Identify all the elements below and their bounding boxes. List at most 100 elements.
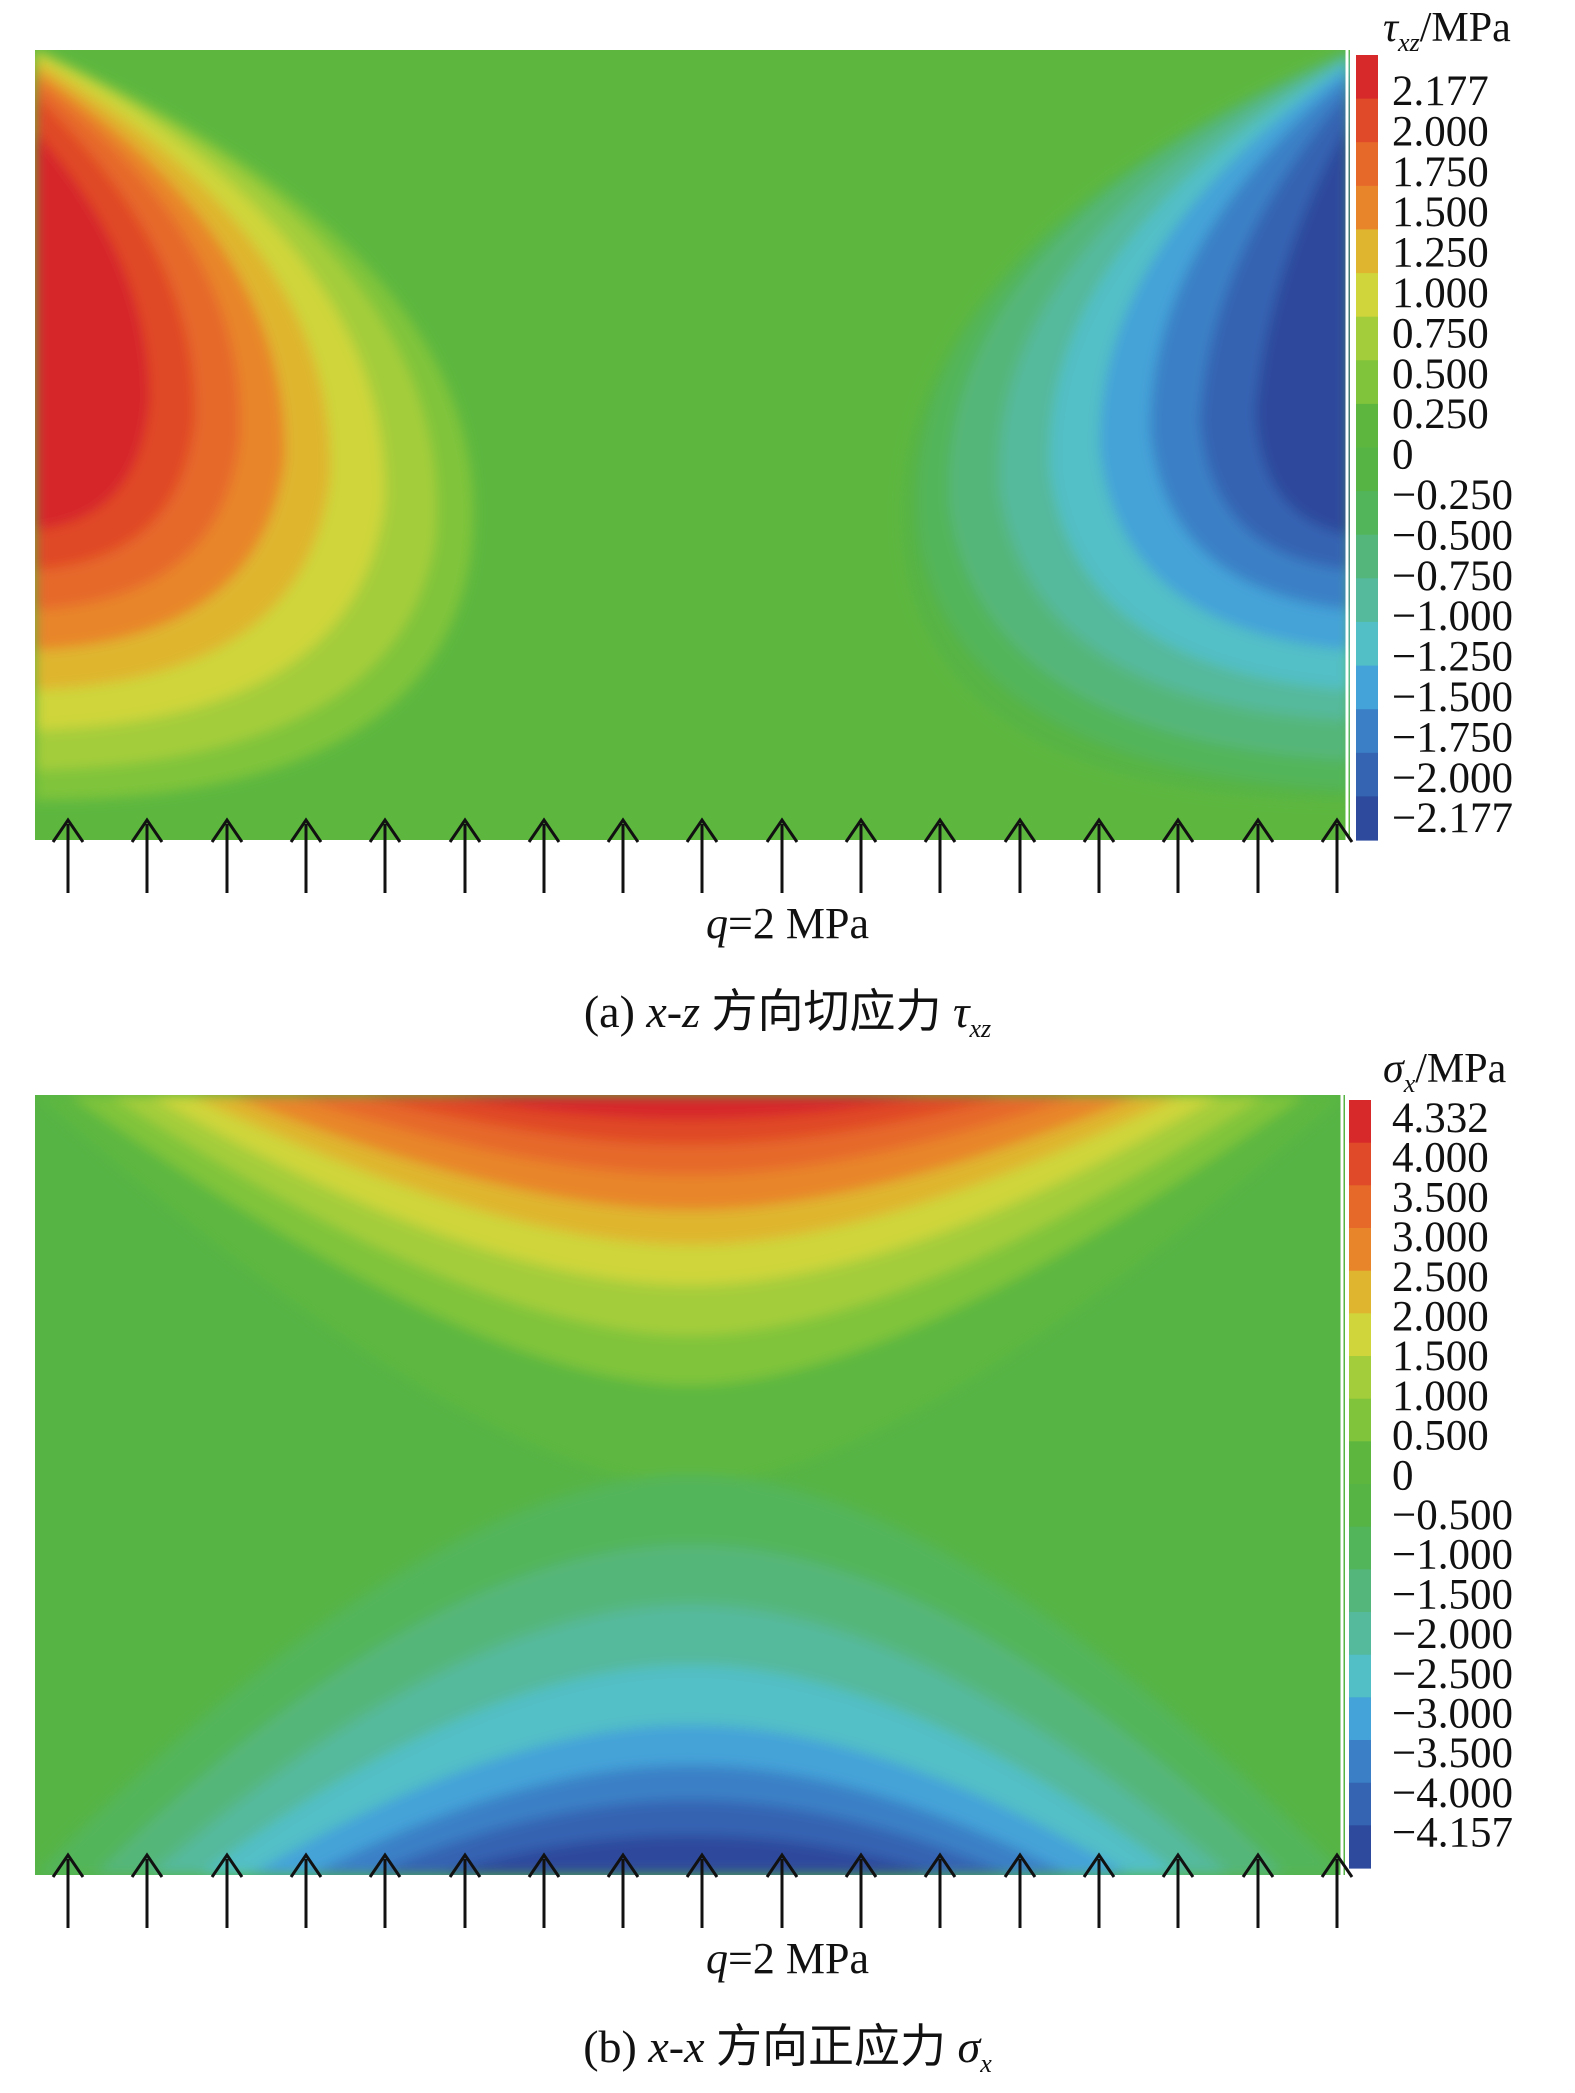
load-arrow xyxy=(1161,817,1195,893)
caption-prefix: (b) xyxy=(583,2021,649,2072)
load-arrow xyxy=(1082,817,1116,893)
colorbar-swatch xyxy=(1356,534,1378,579)
load-variable: q xyxy=(706,899,729,948)
load-arrow xyxy=(210,817,244,893)
load-arrow xyxy=(923,1852,957,1928)
load-variable: q xyxy=(706,1934,729,1983)
colorbar-swatch xyxy=(1356,752,1378,797)
colorbar-tick-label: −2.500 xyxy=(1392,1651,1513,1698)
colorbar-tick-label: −2.000 xyxy=(1392,1611,1513,1658)
load-arrow xyxy=(51,1852,85,1928)
colorbar-title-subscript: x xyxy=(1403,1069,1416,1098)
colorbar-tick-label: −0.250 xyxy=(1392,472,1513,519)
colorbar-tick-label: −1.000 xyxy=(1392,593,1513,640)
shear-stress-figure: 2.1772.0001.7501.5001.2501.0000.7500.500… xyxy=(35,50,1513,893)
colorbar-tick-label: 0.500 xyxy=(1392,1413,1489,1460)
colorbar-swatch xyxy=(1356,185,1378,230)
colorbar-swatch xyxy=(1349,1142,1371,1186)
colorbar-swatch xyxy=(1349,1356,1371,1400)
load-arrow xyxy=(368,1852,402,1928)
colorbar-swatch xyxy=(1349,1228,1371,1272)
shear-stress-colorbar-title: τxz/MPa xyxy=(1383,4,1511,58)
caption-variable: x-x xyxy=(648,2021,705,2072)
load-value: =2 MPa xyxy=(728,1934,869,1983)
colorbar-swatch xyxy=(1349,1740,1371,1784)
colorbar-tick-label: −1.250 xyxy=(1392,634,1513,681)
colorbar-tick-label: 1.500 xyxy=(1392,189,1489,236)
colorbar-swatch xyxy=(1349,1441,1371,1485)
colorbar-swatch xyxy=(1349,1569,1371,1613)
load-arrow xyxy=(844,1852,878,1928)
colorbar-tick-label: 1.500 xyxy=(1392,1333,1489,1380)
colorbar-tick-label: 2.000 xyxy=(1392,108,1489,155)
shear-stress-colorbar: 2.1772.0001.7501.5001.2501.0000.7500.500… xyxy=(1356,55,1513,842)
colorbar-swatch xyxy=(1349,1697,1371,1741)
colorbar-swatch xyxy=(1356,447,1378,492)
colorbar-swatch xyxy=(1356,55,1378,100)
normal-stress-contour-plot xyxy=(35,1095,1345,1875)
colorbar-title-subscript: xz xyxy=(1398,28,1420,57)
colorbar-swatch xyxy=(1356,273,1378,318)
colorbar-swatch xyxy=(1349,1398,1371,1442)
colorbar-swatch xyxy=(1349,1825,1371,1869)
load-arrow xyxy=(844,817,878,893)
load-arrow xyxy=(1320,1852,1354,1928)
colorbar-title-unit: /MPa xyxy=(1419,5,1511,51)
colorbar-swatch xyxy=(1356,621,1378,667)
colorbar-tick-label: 2.177 xyxy=(1392,68,1489,115)
colorbar-tick-label: −1.500 xyxy=(1392,674,1513,721)
colorbar-tick-label: 0.500 xyxy=(1392,351,1489,398)
colorbar-tick-label: 0.250 xyxy=(1392,391,1489,438)
load-arrow xyxy=(51,817,85,893)
load-label: q=2 MPa xyxy=(0,898,1575,949)
load-arrow xyxy=(448,1852,482,1928)
colorbar-tick-label: 2.000 xyxy=(1392,1294,1489,1341)
load-arrow xyxy=(448,817,482,893)
colorbar-tick-label: −2.177 xyxy=(1392,795,1513,842)
load-arrows xyxy=(51,1852,1354,1928)
caption-text: 方向切应力 xyxy=(700,986,954,1037)
colorbar-title-symbol: τ xyxy=(1383,5,1399,51)
colorbar-tick-label: −1.500 xyxy=(1392,1571,1513,1618)
colorbar-swatch xyxy=(1356,98,1378,143)
colorbar-tick-label: −0.500 xyxy=(1392,512,1513,559)
colorbar-swatch xyxy=(1356,796,1378,841)
colorbar-tick-label: 0 xyxy=(1392,1452,1414,1499)
colorbar-swatch xyxy=(1349,1612,1371,1656)
colorbar-tick-label: 0.750 xyxy=(1392,310,1489,357)
colorbar-swatch xyxy=(1349,1782,1371,1826)
colorbar-swatch xyxy=(1349,1185,1371,1229)
colorbar-swatch xyxy=(1356,403,1378,449)
colorbar-tick-label: 2.500 xyxy=(1392,1254,1489,1301)
colorbar-tick-label: 3.000 xyxy=(1392,1214,1489,1261)
colorbar-tick-label: 1.750 xyxy=(1392,149,1489,196)
load-arrows xyxy=(51,817,1354,893)
normal-stress-figure: 4.3324.0003.5003.0002.5002.0001.5001.000… xyxy=(35,1095,1513,1928)
load-arrow xyxy=(130,1852,164,1928)
colorbar-tick-label: −4.000 xyxy=(1392,1770,1513,1817)
caption-b: (b) x-x 方向正应力 σx xyxy=(0,2010,1575,2079)
load-label: q=2 MPa xyxy=(0,1933,1575,1984)
load-arrow xyxy=(1161,1852,1195,1928)
colorbar-swatch xyxy=(1356,142,1378,187)
colorbar-swatch xyxy=(1356,491,1378,536)
caption-symbol: τ xyxy=(953,986,970,1037)
load-arrow xyxy=(289,817,323,893)
colorbar-tick-label: 4.332 xyxy=(1392,1095,1489,1142)
caption-a: (a) x-z 方向切应力 τxz xyxy=(0,975,1575,1044)
load-arrow xyxy=(527,817,561,893)
load-arrow xyxy=(1003,1852,1037,1928)
colorbar-swatch xyxy=(1356,665,1378,710)
colorbar-tick-label: 0 xyxy=(1392,432,1414,479)
colorbar-swatch xyxy=(1356,360,1378,405)
load-arrow xyxy=(368,817,402,893)
caption-variable: x-z xyxy=(646,986,701,1037)
normal-stress-colorbar-title: σx/MPa xyxy=(1383,1045,1506,1099)
colorbar-tick-label: −3.500 xyxy=(1392,1730,1513,1777)
caption-text: 方向正应力 xyxy=(704,2021,958,2072)
load-arrow xyxy=(1241,817,1275,893)
panel-normal-stress: 4.332 4.000 3.500 3.000 2.500 2.000 1.500 1.000… xyxy=(0,1045,1575,2093)
colorbar-tick-label: −1.750 xyxy=(1392,714,1513,761)
shear-stress-contour-plot xyxy=(35,50,1350,840)
colorbar-swatch xyxy=(1356,709,1378,754)
